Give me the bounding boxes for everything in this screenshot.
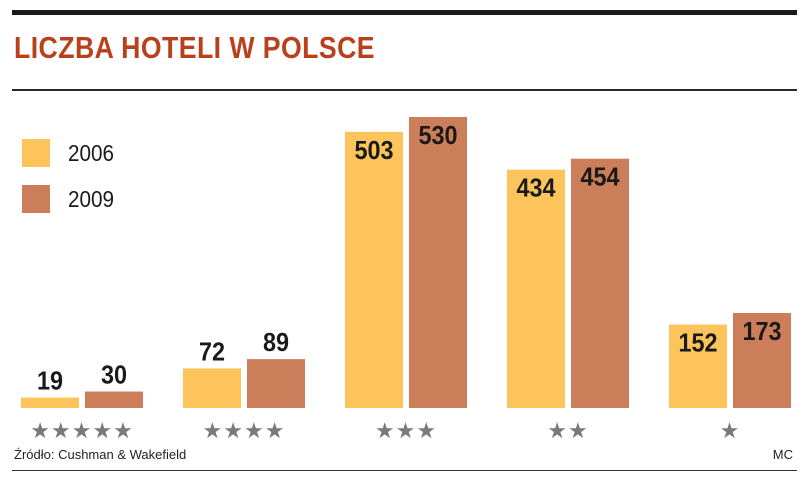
bar-2009-two-star	[571, 158, 629, 408]
data-label-2006-two-star: 434	[516, 175, 555, 203]
data-label-2009-three-star: 530	[418, 122, 457, 150]
legend-swatch-2006	[22, 139, 50, 167]
bar-2006-two-star	[507, 169, 565, 408]
bar-2009-three-star	[409, 116, 467, 409]
category-label-three-star: ★★★	[375, 419, 437, 444]
data-label-2009-five-star: 30	[101, 361, 127, 389]
bar-2009-five-star	[85, 391, 143, 408]
chart-title: LICZBA HOTELI W POLSCE	[14, 30, 375, 65]
bar-2006-one-star	[669, 324, 727, 408]
data-label-2009-one-star: 173	[742, 318, 781, 346]
bar-2009-one-star	[733, 313, 791, 408]
bar-chart: 19 30 ★★★★★ 72 89 ★★★★ 503 530 ★★★ 434 454 ★★ 152 173…	[21, 116, 791, 444]
credit-note: MC	[772, 447, 793, 462]
legend-item-2006: 2006	[22, 130, 119, 176]
data-label-2006-five-star: 19	[37, 367, 63, 395]
legend-label-2006: 2006	[68, 139, 115, 166]
category-label-two-star: ★★	[547, 419, 588, 444]
legend-label-2009: 2009	[68, 185, 115, 212]
bar-2009-four-star	[247, 359, 305, 408]
bar-2006-five-star	[21, 397, 79, 408]
category-label-five-star: ★★★★★	[30, 419, 134, 444]
legend-swatch-2009	[22, 185, 50, 213]
title-rule	[12, 89, 797, 91]
legend: 2006 2009	[22, 130, 119, 222]
category-label-four-star: ★★★★	[203, 419, 286, 444]
source-note: Źródło: Cushman & Wakefield	[14, 447, 187, 462]
data-label-2006-four-star: 72	[199, 338, 225, 366]
bar-2006-three-star	[345, 131, 403, 408]
top-rule	[12, 10, 797, 15]
data-label-2009-two-star: 454	[580, 164, 619, 192]
data-label-2006-three-star: 503	[354, 137, 393, 165]
category-label-one-star: ★	[720, 419, 741, 444]
data-label-2006-one-star: 152	[678, 329, 717, 357]
bar-2006-four-star	[183, 368, 241, 408]
data-label-2009-four-star: 89	[263, 329, 289, 357]
bottom-rule	[12, 470, 797, 471]
legend-item-2009: 2009	[22, 176, 119, 222]
